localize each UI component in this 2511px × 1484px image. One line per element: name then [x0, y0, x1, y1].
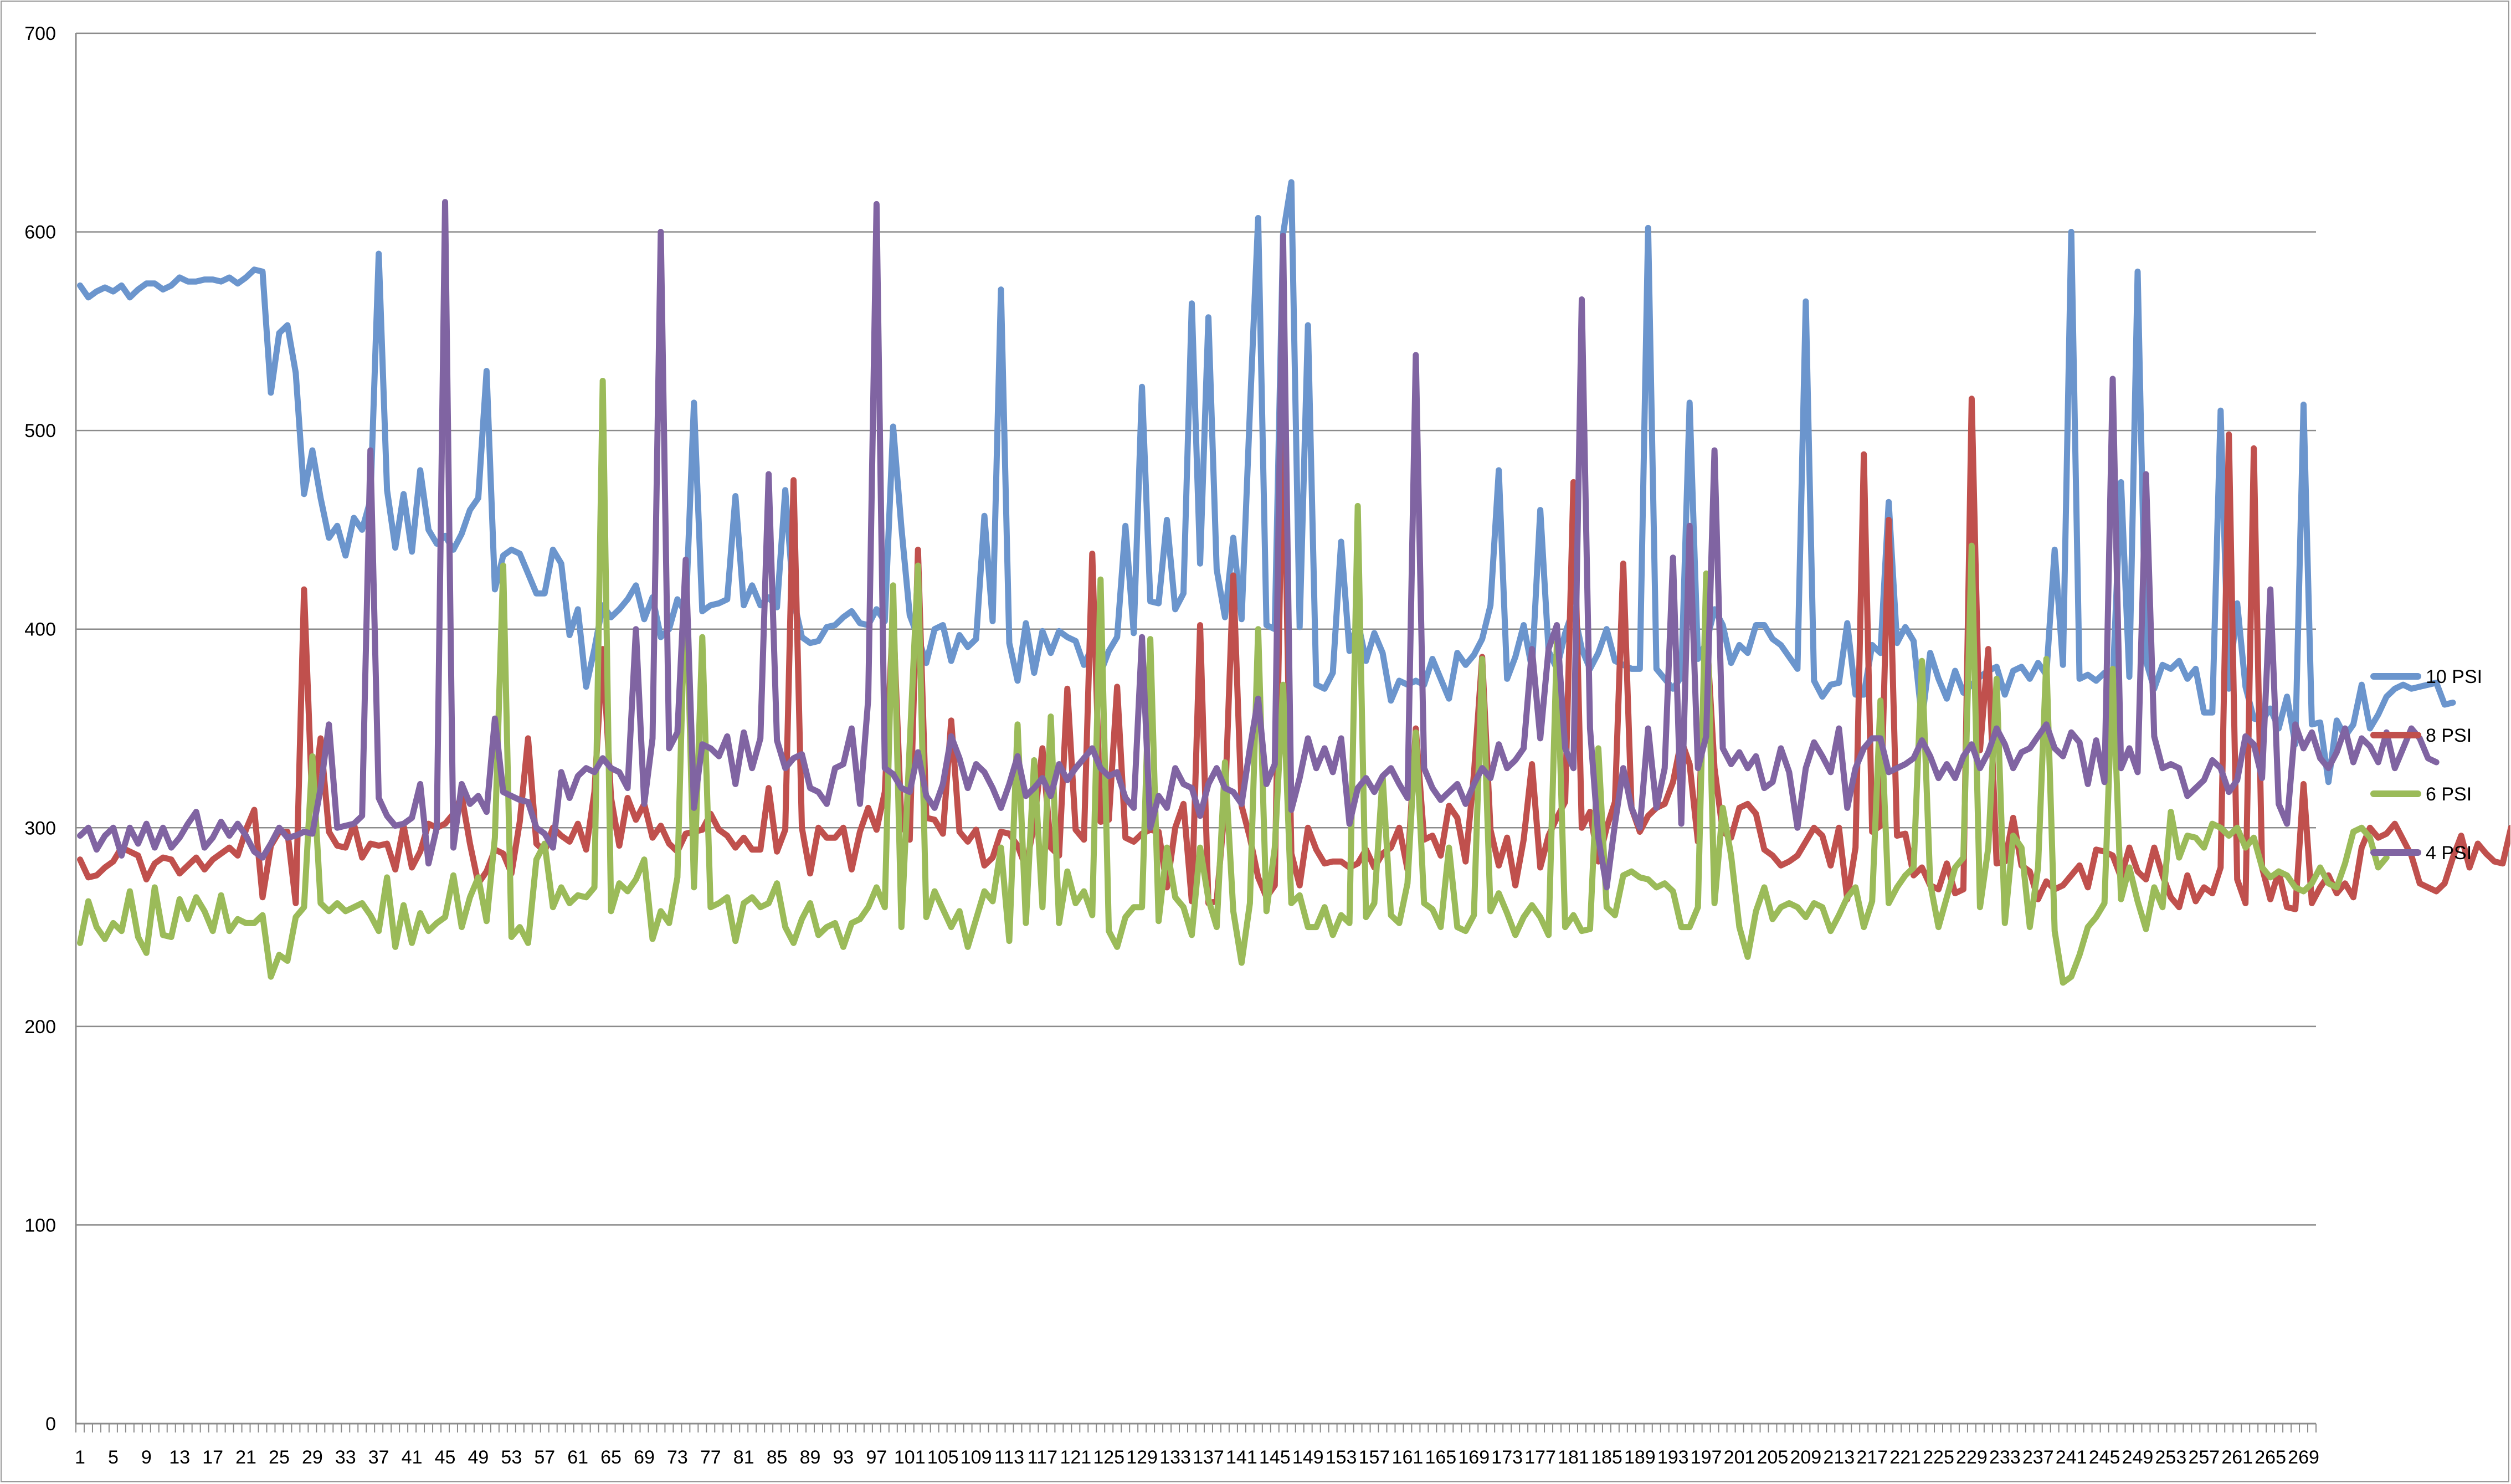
series-line-10-psi	[77, 179, 2456, 785]
x-tick-label: 73	[667, 1447, 688, 1468]
x-tick-label: 33	[335, 1447, 356, 1468]
x-tick-label: 53	[501, 1447, 522, 1468]
legend: 10 PSI 8 PSI 6 PSI 4 PSI	[2370, 666, 2482, 864]
series-lines	[77, 179, 2510, 986]
x-tick-label: 1	[75, 1447, 85, 1468]
x-tick-label: 57	[534, 1447, 555, 1468]
x-tick-label: 49	[468, 1447, 489, 1468]
x-tick-label: 185	[1591, 1447, 1622, 1468]
x-tick-label: 37	[368, 1447, 389, 1468]
x-tick-label: 141	[1226, 1447, 1257, 1468]
y-tick-label: 700	[24, 23, 56, 44]
x-tick-label: 121	[1060, 1447, 1091, 1468]
x-tick-label: 5	[108, 1447, 119, 1468]
x-tick-label: 269	[2288, 1447, 2319, 1468]
x-tick-label: 173	[1491, 1447, 1523, 1468]
x-tick-label: 165	[1425, 1447, 1456, 1468]
x-tick-label: 169	[1458, 1447, 1490, 1468]
x-tick-label: 21	[235, 1447, 256, 1468]
series-line-6-psi	[77, 378, 2390, 986]
x-tick-label: 229	[1956, 1447, 1988, 1468]
x-tick-label: 225	[1923, 1447, 1954, 1468]
legend-label: 4 PSI	[2426, 843, 2472, 864]
x-tick-label: 205	[1757, 1447, 1789, 1468]
x-tick-label: 237	[2022, 1447, 2054, 1468]
x-tick-label: 265	[2255, 1447, 2286, 1468]
x-tick-label: 29	[302, 1447, 323, 1468]
x-tick-label: 129	[1126, 1447, 1158, 1468]
x-tick-label: 125	[1093, 1447, 1124, 1468]
x-tick-label: 109	[961, 1447, 992, 1468]
x-tick-label: 77	[700, 1447, 721, 1468]
x-tick-label: 45	[435, 1447, 456, 1468]
x-tick-label: 261	[2221, 1447, 2253, 1468]
x-tick-label: 213	[1823, 1447, 1855, 1468]
y-tick-label: 400	[24, 619, 56, 640]
x-tick-label: 149	[1292, 1447, 1324, 1468]
x-tick-label: 65	[600, 1447, 622, 1468]
legend-label: 8 PSI	[2426, 725, 2472, 746]
x-tick-label: 89	[800, 1447, 821, 1468]
x-tick-label: 61	[567, 1447, 588, 1468]
x-tick-label: 25	[269, 1447, 290, 1468]
x-tick-label: 153	[1326, 1447, 1357, 1468]
x-tick-label: 257	[2188, 1447, 2220, 1468]
x-tick-label: 193	[1657, 1447, 1689, 1468]
x-tick-label: 241	[2056, 1447, 2087, 1468]
x-tick-label: 101	[894, 1447, 926, 1468]
x-axis: 1 5 9 13 17 21 25 29 33 37 41 45 49 53 57 61 65 69 73 77 81 8…	[75, 1424, 2319, 1468]
series-line-4-psi	[77, 199, 2440, 891]
y-tick-label: 0	[45, 1414, 56, 1435]
x-tick-label: 201	[1724, 1447, 1755, 1468]
x-tick-label: 249	[2122, 1447, 2154, 1468]
x-tick-label: 253	[2155, 1447, 2187, 1468]
x-tick-label: 189	[1624, 1447, 1656, 1468]
legend-label: 6 PSI	[2426, 784, 2472, 805]
x-tick-label: 93	[833, 1447, 854, 1468]
x-tick-label: 69	[634, 1447, 655, 1468]
x-tick-label: 81	[733, 1447, 754, 1468]
y-tick-label: 600	[24, 222, 56, 243]
x-tick-label: 13	[169, 1447, 190, 1468]
x-tick-label: 145	[1259, 1447, 1291, 1468]
x-tick-label: 133	[1159, 1447, 1191, 1468]
x-tick-label: 9	[141, 1447, 152, 1468]
x-tick-label: 113	[994, 1447, 1024, 1468]
y-axis: 0 100 200 300 400 500 600 700	[24, 23, 77, 1435]
x-tick-label: 105	[927, 1447, 959, 1468]
x-tick-label: 209	[1790, 1447, 1821, 1468]
x-tick-label: 197	[1691, 1447, 1722, 1468]
y-tick-label: 100	[24, 1215, 56, 1236]
x-tick-label: 221	[1889, 1447, 1921, 1468]
y-tick-label: 200	[24, 1016, 56, 1038]
x-tick-label: 41	[402, 1447, 423, 1468]
x-tick-label: 137	[1193, 1447, 1224, 1468]
x-tick-label: 217	[1856, 1447, 1888, 1468]
x-tick-label: 157	[1359, 1447, 1390, 1468]
x-tick-label: 85	[767, 1447, 788, 1468]
legend-label: 10 PSI	[2426, 666, 2482, 687]
y-tick-label: 500	[24, 420, 56, 441]
y-tick-label: 300	[24, 818, 56, 839]
x-tick-label: 233	[1989, 1447, 2021, 1468]
x-tick-label: 181	[1558, 1447, 1589, 1468]
x-tick-label: 117	[1028, 1447, 1057, 1468]
x-tick-label: 161	[1392, 1447, 1424, 1468]
x-tick-label: 177	[1524, 1447, 1556, 1468]
x-tick-label: 17	[202, 1447, 223, 1468]
x-tick-label: 245	[2089, 1447, 2120, 1468]
x-tick-label: 97	[866, 1447, 887, 1468]
